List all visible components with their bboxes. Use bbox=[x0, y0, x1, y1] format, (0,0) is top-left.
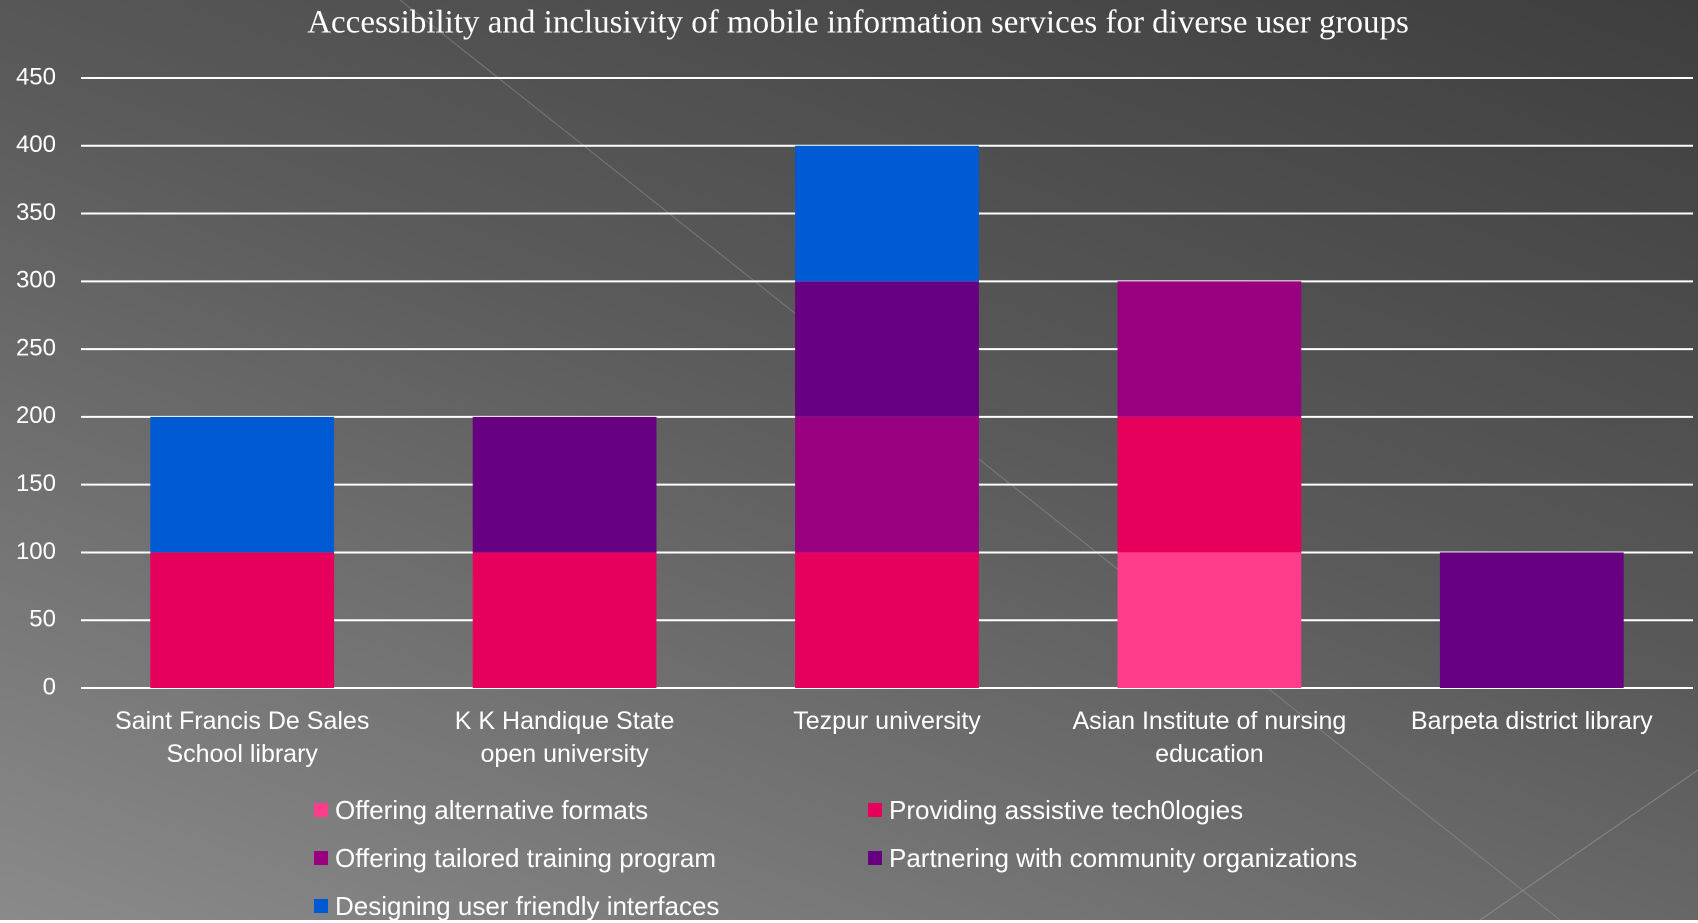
y-tick-label: 350 bbox=[16, 199, 56, 226]
legend-swatch bbox=[314, 899, 328, 913]
y-tick-label: 100 bbox=[16, 538, 56, 565]
bar-segment bbox=[795, 552, 979, 688]
bar-segment bbox=[150, 552, 335, 688]
y-tick-label: 300 bbox=[16, 267, 56, 294]
bar-segment bbox=[150, 416, 335, 553]
legend-item: Partnering with community organizations bbox=[868, 841, 1357, 875]
legend-label: Designing user friendly interfaces bbox=[335, 890, 720, 921]
y-tick-label: 200 bbox=[16, 402, 56, 429]
legend-item: Offering alternative formats bbox=[314, 793, 648, 827]
bar-segment bbox=[1117, 281, 1302, 417]
legend-label: Providing assistive tech0logies bbox=[889, 794, 1244, 825]
y-tick-label: 450 bbox=[16, 63, 56, 90]
legend-label: Offering alternative formats bbox=[335, 794, 649, 825]
x-tick-label: Saint Francis De Sales School library bbox=[115, 707, 370, 768]
legend-item: Offering tailored training program bbox=[314, 841, 716, 875]
bar-segment bbox=[1117, 552, 1302, 688]
legend-item: Designing user friendly interfaces bbox=[314, 889, 719, 923]
y-tick-label: 0 bbox=[43, 673, 56, 700]
bar-segment bbox=[795, 281, 979, 417]
y-tick-label: 150 bbox=[16, 470, 56, 497]
x-tick-label: Barpeta district library bbox=[1410, 707, 1653, 735]
legend-label: Partnering with community organizations bbox=[889, 842, 1358, 873]
y-tick-label: 400 bbox=[16, 131, 56, 158]
legend-swatch bbox=[314, 851, 328, 865]
decor-line bbox=[1479, 769, 1698, 920]
x-tick-label: Asian Institute of nursing education bbox=[1072, 707, 1347, 768]
bar-segment bbox=[472, 416, 657, 553]
bar-segment bbox=[795, 145, 979, 282]
legend-swatch bbox=[868, 851, 882, 865]
y-tick-label: 50 bbox=[29, 606, 56, 633]
bar-segment bbox=[795, 416, 979, 553]
chart-title: Accessibility and inclusivity of mobile … bbox=[307, 5, 1409, 41]
legend-swatch bbox=[868, 803, 882, 817]
legend-item: Providing assistive tech0logies bbox=[868, 793, 1243, 827]
x-tick-label: K K Handique State open university bbox=[454, 707, 675, 768]
x-tick-label: Tezpur university bbox=[793, 707, 981, 735]
bar-segment bbox=[1117, 416, 1302, 553]
bar-segment bbox=[472, 552, 657, 688]
y-tick-label: 250 bbox=[16, 334, 56, 361]
bar-segment bbox=[1439, 552, 1624, 688]
legend-swatch bbox=[314, 803, 328, 817]
legend-label: Offering tailored training program bbox=[335, 842, 717, 873]
decor-line bbox=[399, 0, 1561, 920]
